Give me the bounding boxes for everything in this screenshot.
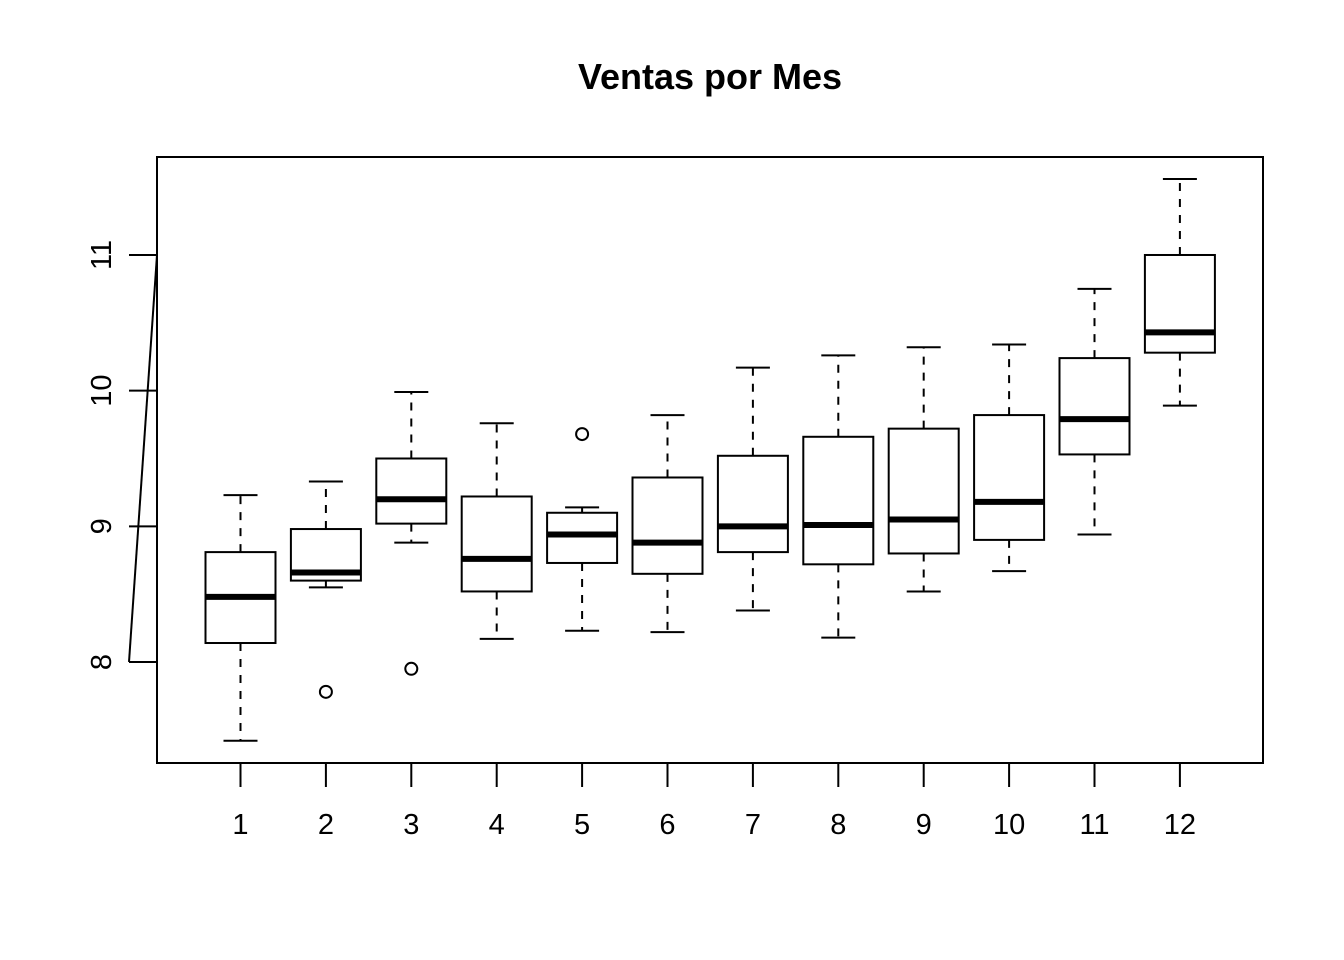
box-1 xyxy=(204,494,277,742)
x-tick-label: 4 xyxy=(489,809,505,841)
box-iqr xyxy=(1143,253,1216,354)
x-tick-label: 6 xyxy=(659,809,675,841)
x-axis: 1 2 3 4 5 6 7 8 9 10 11 12 xyxy=(232,762,1196,841)
x-tick-label: 12 xyxy=(1164,809,1196,841)
outlier-point xyxy=(575,427,590,442)
box-iqr xyxy=(460,495,533,593)
y-axis-line xyxy=(128,254,158,663)
x-tick-label: 1 xyxy=(232,809,248,841)
y-axis: 8 9 10 11 xyxy=(86,240,158,670)
x-tick-label: 9 xyxy=(916,809,932,841)
y-tick-label: 8 xyxy=(86,654,118,670)
boxes-group xyxy=(204,178,1216,742)
outlier-point xyxy=(318,684,333,699)
box-iqr xyxy=(716,454,789,554)
y-tick-label: 9 xyxy=(86,518,118,534)
box-12 xyxy=(1143,178,1216,407)
box-5 xyxy=(546,427,619,632)
x-tick-label: 2 xyxy=(318,809,334,841)
x-tick-label: 10 xyxy=(993,809,1025,841)
box-iqr xyxy=(546,511,619,564)
box-iqr xyxy=(1058,357,1131,456)
x-tick-label: 8 xyxy=(830,809,846,841)
x-tick-label: 3 xyxy=(403,809,419,841)
box-iqr xyxy=(375,457,448,525)
box-2 xyxy=(289,480,362,699)
y-tick-label: 10 xyxy=(86,375,118,407)
box-11 xyxy=(1058,287,1131,536)
box-iqr xyxy=(887,427,960,555)
box-iqr xyxy=(973,414,1046,541)
plot-frame xyxy=(156,156,1264,764)
x-tick-label: 5 xyxy=(574,809,590,841)
chart-title: Ventas por Mes xyxy=(577,56,843,97)
box-10 xyxy=(973,343,1046,573)
box-6 xyxy=(631,414,704,634)
x-tick-label: 7 xyxy=(745,809,761,841)
box-3 xyxy=(375,391,448,676)
x-tick-label: 11 xyxy=(1079,809,1109,841)
box-4 xyxy=(460,422,533,640)
box-8 xyxy=(802,354,875,639)
box-iqr xyxy=(802,435,875,566)
box-iqr xyxy=(631,476,704,575)
box-9 xyxy=(887,346,960,593)
outlier-point xyxy=(404,661,419,676)
y-tick-label: 11 xyxy=(86,240,118,270)
box-7 xyxy=(716,366,789,612)
